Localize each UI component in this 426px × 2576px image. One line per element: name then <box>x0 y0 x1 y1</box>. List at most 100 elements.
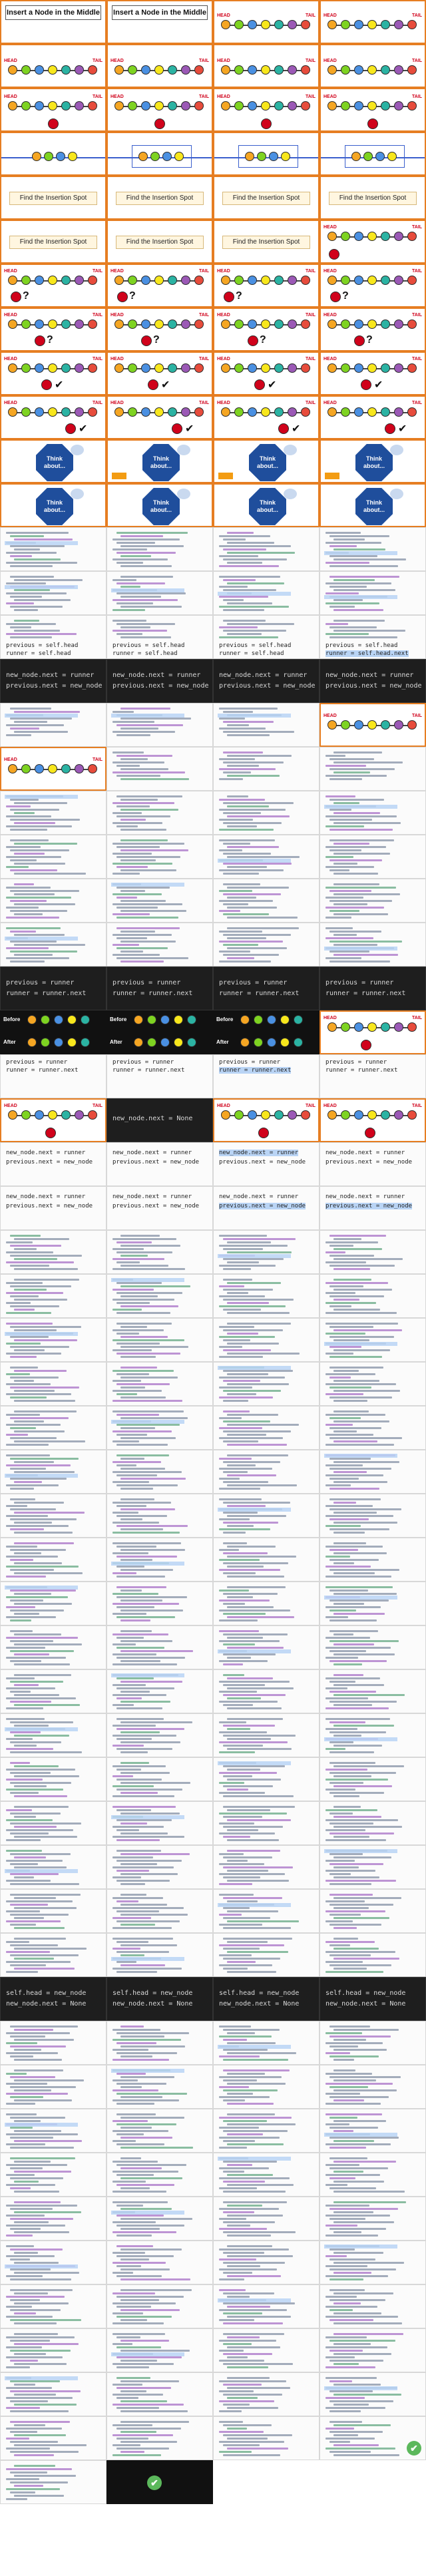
code-line <box>14 1552 41 1554</box>
code-line <box>6 2164 67 2166</box>
frame-thumbnail <box>320 1274 426 1318</box>
think-about-text: Think about... <box>257 499 278 513</box>
code-line <box>227 2073 265 2075</box>
list-node <box>141 276 150 285</box>
code-line <box>223 548 266 550</box>
code-line <box>14 1968 75 1970</box>
code-line <box>10 555 32 557</box>
code-snippet: runner = self.head <box>219 650 284 657</box>
list-node <box>128 363 137 373</box>
frame-thumbnail <box>213 1845 320 1889</box>
code-line <box>325 1515 393 1517</box>
code-line <box>120 2360 157 2362</box>
code-line <box>333 1806 361 1808</box>
code-line <box>6 1444 49 1446</box>
code-line <box>120 1590 142 1592</box>
selection-highlight <box>111 1420 184 1424</box>
code-line <box>329 1458 371 1460</box>
code-line <box>14 2404 77 2406</box>
code-line <box>6 1677 35 1679</box>
code-line <box>329 1255 374 1257</box>
code-line <box>219 1427 262 1429</box>
code-line <box>10 2400 48 2402</box>
frame-thumbnail <box>0 2416 106 2460</box>
code-line <box>329 2117 357 2119</box>
code-line <box>333 1420 389 1422</box>
code-line <box>14 1735 69 1737</box>
selection-highlight <box>5 1332 78 1336</box>
code-line <box>227 1464 256 1466</box>
frame-thumbnail <box>213 2197 320 2241</box>
frame-thumbnail: previous = runner runner = runner.next <box>320 966 426 1010</box>
code-line <box>116 1850 161 1852</box>
code-line <box>227 1829 258 1831</box>
before-label: Before <box>110 1016 127 1022</box>
frame-thumbnail <box>106 2197 213 2241</box>
frame-thumbnail: self.head = new_node new_node.next = None <box>213 1977 320 2021</box>
code-line <box>329 1873 351 1875</box>
list-node <box>381 320 390 329</box>
frame-thumbnail <box>0 2021 106 2065</box>
code-line <box>120 768 168 770</box>
code-snippet: runner = runner.next <box>6 1067 79 1074</box>
code-line <box>112 2404 184 2406</box>
frame-thumbnail <box>320 1889 426 1933</box>
list-node <box>174 1038 183 1047</box>
code-line <box>223 1927 291 1929</box>
frame-thumbnail: HEAD TAIL <box>320 220 426 264</box>
code-line <box>227 1769 260 1771</box>
code-line <box>329 890 371 892</box>
slide-title: Insert a Node in the Middle <box>5 5 101 20</box>
frame-thumbnail <box>213 1801 320 1845</box>
frame-thumbnail: previous = runner runner = runner.next <box>213 966 320 1010</box>
list-node <box>21 764 31 773</box>
code-line <box>116 755 172 757</box>
frame-thumbnail <box>0 1406 106 1450</box>
code-line <box>112 2302 176 2304</box>
code-line <box>329 1559 379 1561</box>
frame-thumbnail <box>0 1933 106 1977</box>
code-line <box>329 2036 391 2038</box>
code-line <box>14 934 65 936</box>
selection-highlight <box>218 1508 291 1512</box>
code-line <box>227 2205 262 2207</box>
list-node <box>387 152 397 161</box>
frame-thumbnail <box>106 791 213 835</box>
code-line <box>10 890 79 892</box>
code-line <box>6 805 31 807</box>
code-line <box>112 1866 174 1868</box>
code-line <box>10 2360 38 2362</box>
code-line <box>120 708 170 710</box>
code-line <box>227 917 298 919</box>
code-line <box>333 1390 400 1392</box>
code-line <box>10 849 69 851</box>
code-line <box>219 1528 270 1530</box>
code-line <box>14 1471 75 1473</box>
code-line <box>116 1748 172 1750</box>
code-snippet: self.head = new_node <box>219 1990 300 1997</box>
code-line <box>116 1941 148 1943</box>
code-line <box>6 897 71 899</box>
frame-thumbnail <box>106 1494 213 1538</box>
code-line <box>14 1258 57 1260</box>
list-node <box>234 1110 244 1120</box>
list-node <box>274 1110 284 1120</box>
code-line <box>112 843 184 845</box>
code-line <box>329 1894 373 1896</box>
code-line <box>10 2076 55 2078</box>
code-line <box>333 1684 384 1686</box>
code-line <box>120 2055 152 2057</box>
code-line <box>14 1248 37 1250</box>
code-line <box>219 1387 252 1389</box>
code-line <box>227 2113 275 2115</box>
code-line <box>219 1590 249 1592</box>
code-line <box>329 2177 355 2179</box>
frame-thumbnail <box>0 1757 106 1801</box>
frame-thumbnail: previous = runner runner = runner.next <box>320 1054 426 1098</box>
code-line <box>14 1440 85 1442</box>
list-node <box>114 320 124 329</box>
code-line <box>6 1829 73 1831</box>
list-node <box>134 1015 143 1024</box>
code-line <box>10 2350 71 2352</box>
code-line <box>6 2184 55 2186</box>
